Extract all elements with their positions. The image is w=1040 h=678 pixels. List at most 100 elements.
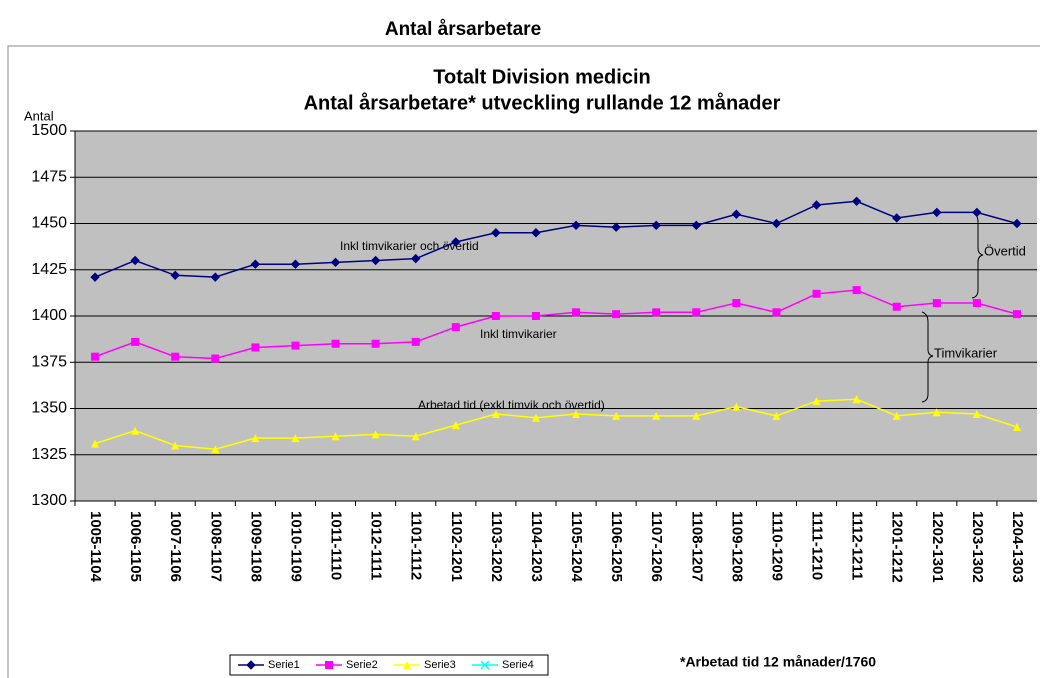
brace <box>921 311 934 403</box>
point <box>812 397 821 406</box>
x-tick-label: 1005-1104 <box>87 511 104 583</box>
point <box>1012 310 1021 319</box>
point <box>611 222 621 232</box>
y-tick-label: 1325 <box>31 446 67 463</box>
x-tick-label: 1101-1112 <box>408 511 425 580</box>
annotation: Inkl timvikarier <box>480 327 557 341</box>
point <box>652 308 661 317</box>
y-tick-label: 1375 <box>31 353 67 370</box>
point <box>211 445 220 454</box>
point <box>972 299 981 308</box>
point <box>131 337 140 346</box>
y-tick-label: 1425 <box>31 261 67 278</box>
x-tick-label: 1201-1212 <box>889 511 906 583</box>
point <box>210 272 220 282</box>
point <box>771 218 782 229</box>
y-tick-label: 1350 <box>31 400 67 417</box>
point <box>371 339 380 348</box>
point <box>972 410 981 419</box>
point <box>652 411 661 420</box>
point <box>892 213 902 223</box>
point <box>250 259 261 269</box>
point <box>531 312 540 320</box>
legend-label: Serie1 <box>268 659 300 671</box>
legend-box <box>229 654 549 676</box>
point <box>612 310 621 319</box>
point <box>411 432 420 441</box>
x-tick-label: 1103-1202 <box>488 511 505 582</box>
x-tick-label: 1107-1206 <box>648 511 665 582</box>
y-tick-label: 1500 <box>31 122 67 139</box>
point <box>612 411 621 420</box>
series-line <box>94 200 1018 278</box>
point <box>91 352 100 361</box>
point <box>90 272 100 282</box>
legend-label: Serie4 <box>502 659 534 671</box>
x-tick-label: 1108-1207 <box>688 511 705 582</box>
y-axis-label: Antal <box>24 108 54 123</box>
point <box>651 220 661 231</box>
point <box>892 411 901 420</box>
point <box>131 426 140 435</box>
point <box>892 302 901 311</box>
point <box>290 259 301 269</box>
annotation: Inkl timvikarier och övertid <box>340 239 479 253</box>
chart-frame <box>7 45 1040 678</box>
point <box>451 421 460 430</box>
y-tick-label: 1450 <box>31 215 67 232</box>
point <box>370 255 381 266</box>
point <box>812 289 821 298</box>
annotation: Timvikarier <box>934 345 998 360</box>
x-tick-label: 1102-1201 <box>448 511 465 582</box>
point <box>851 196 862 207</box>
point <box>811 200 822 210</box>
annotation: Arbetad tid (exkl timvik och övertid) <box>418 398 605 412</box>
chart-title: Antal årsarbetare* utveckling rullande 1… <box>304 91 781 114</box>
x-tick-label: 1203-1302 <box>969 511 986 583</box>
point <box>331 432 340 441</box>
x-tick-label: 1110-1209 <box>768 511 785 581</box>
point <box>932 408 941 417</box>
x-tick-label: 1106-1205 <box>608 511 625 582</box>
point <box>451 323 460 332</box>
point <box>491 410 500 419</box>
point <box>531 228 541 238</box>
point <box>246 660 256 670</box>
point <box>171 441 180 450</box>
series-line <box>94 289 1018 360</box>
footnote: *Arbetad tid 12 månader/1760 <box>680 654 876 670</box>
point <box>852 286 861 295</box>
point <box>932 207 942 218</box>
point <box>251 434 260 443</box>
y-tick-label: 1475 <box>31 168 67 185</box>
point <box>691 220 701 231</box>
point <box>932 299 941 308</box>
point <box>451 237 461 247</box>
y-tick-label: 1300 <box>31 492 67 509</box>
x-tick-label: 1007-1106 <box>167 511 184 582</box>
y-tick-label: 1400 <box>31 307 67 324</box>
point <box>330 257 341 268</box>
point <box>291 341 300 350</box>
point <box>91 439 100 448</box>
x-tick-label: 1204-1303 <box>1009 511 1026 583</box>
point <box>480 660 490 670</box>
point <box>171 352 180 361</box>
point <box>1012 218 1022 229</box>
x-tick-label: 1105-1204 <box>568 511 585 583</box>
chart-title: Totalt Division medicin <box>433 66 650 88</box>
point <box>325 661 333 669</box>
point <box>572 410 581 419</box>
point <box>571 220 581 231</box>
point <box>1012 423 1021 431</box>
point <box>170 270 180 281</box>
point <box>491 312 500 320</box>
point <box>732 299 741 308</box>
annotation: Övertid <box>984 243 1026 258</box>
point <box>331 339 340 348</box>
point <box>491 228 501 238</box>
point <box>572 308 581 317</box>
point <box>211 354 220 363</box>
point <box>403 661 411 669</box>
legend-label: Serie3 <box>424 659 456 671</box>
